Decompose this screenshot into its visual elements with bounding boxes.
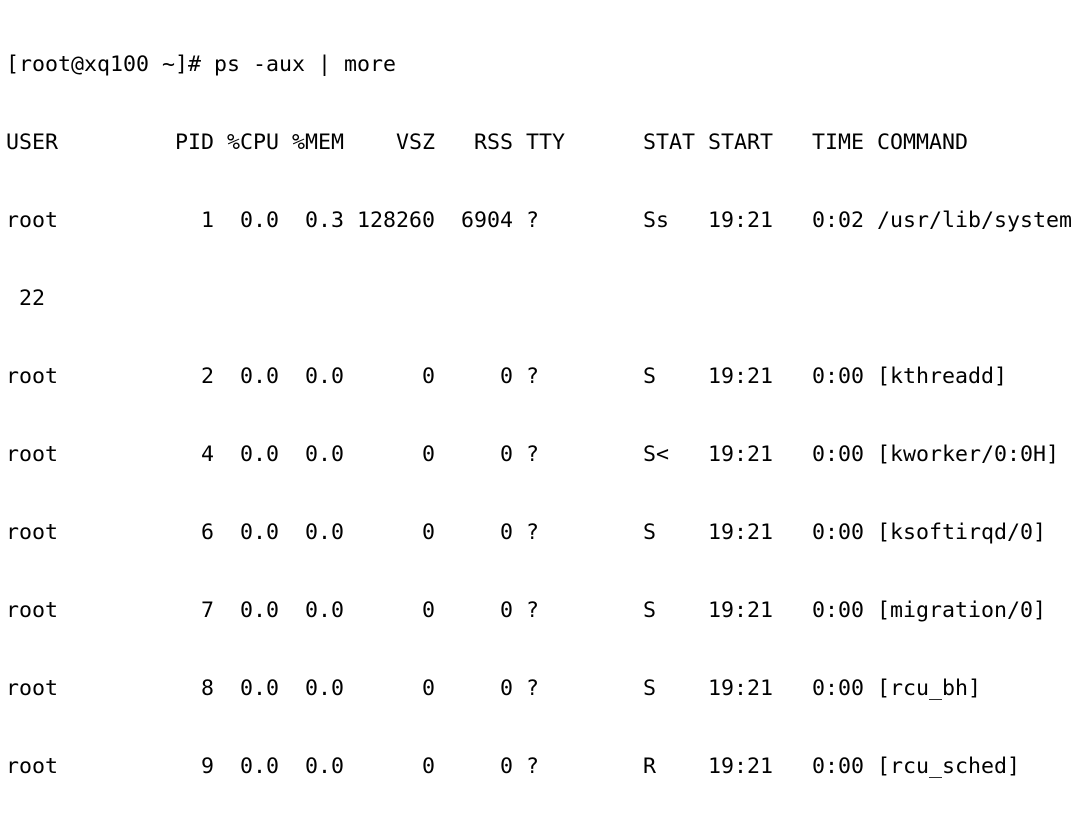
process-row-wrapped-continuation: 22 [6,286,46,311]
process-table-header: USER PID %CPU %MEM VSZ RSS TTY STAT STAR… [6,130,969,155]
process-row: root 2 0.0 0.0 0 0 ? S 19:21 0:00 [kthre… [6,364,1008,389]
process-row: root 6 0.0 0.0 0 0 ? S 19:21 0:00 [ksoft… [6,520,1047,545]
process-row: root 4 0.0 0.0 0 0 ? S< 19:21 0:00 [kwor… [6,442,1060,467]
process-row: root 8 0.0 0.0 0 0 ? S 19:21 0:00 [rcu_b… [6,676,982,701]
process-row: root 7 0.0 0.0 0 0 ? S 19:21 0:00 [migra… [6,598,1047,623]
shell-prompt-line: [root@xq100 ~]# ps -aux | more [6,52,397,77]
process-row: root 1 0.0 0.3 128260 6904 ? Ss 19:21 0:… [6,208,1072,233]
process-row: root 9 0.0 0.0 0 0 ? R 19:21 0:00 [rcu_s… [6,754,1021,779]
process-row: root 10 0.0 0.0 0 0 ? S< 19:21 0:00 [lru… [6,832,1072,834]
